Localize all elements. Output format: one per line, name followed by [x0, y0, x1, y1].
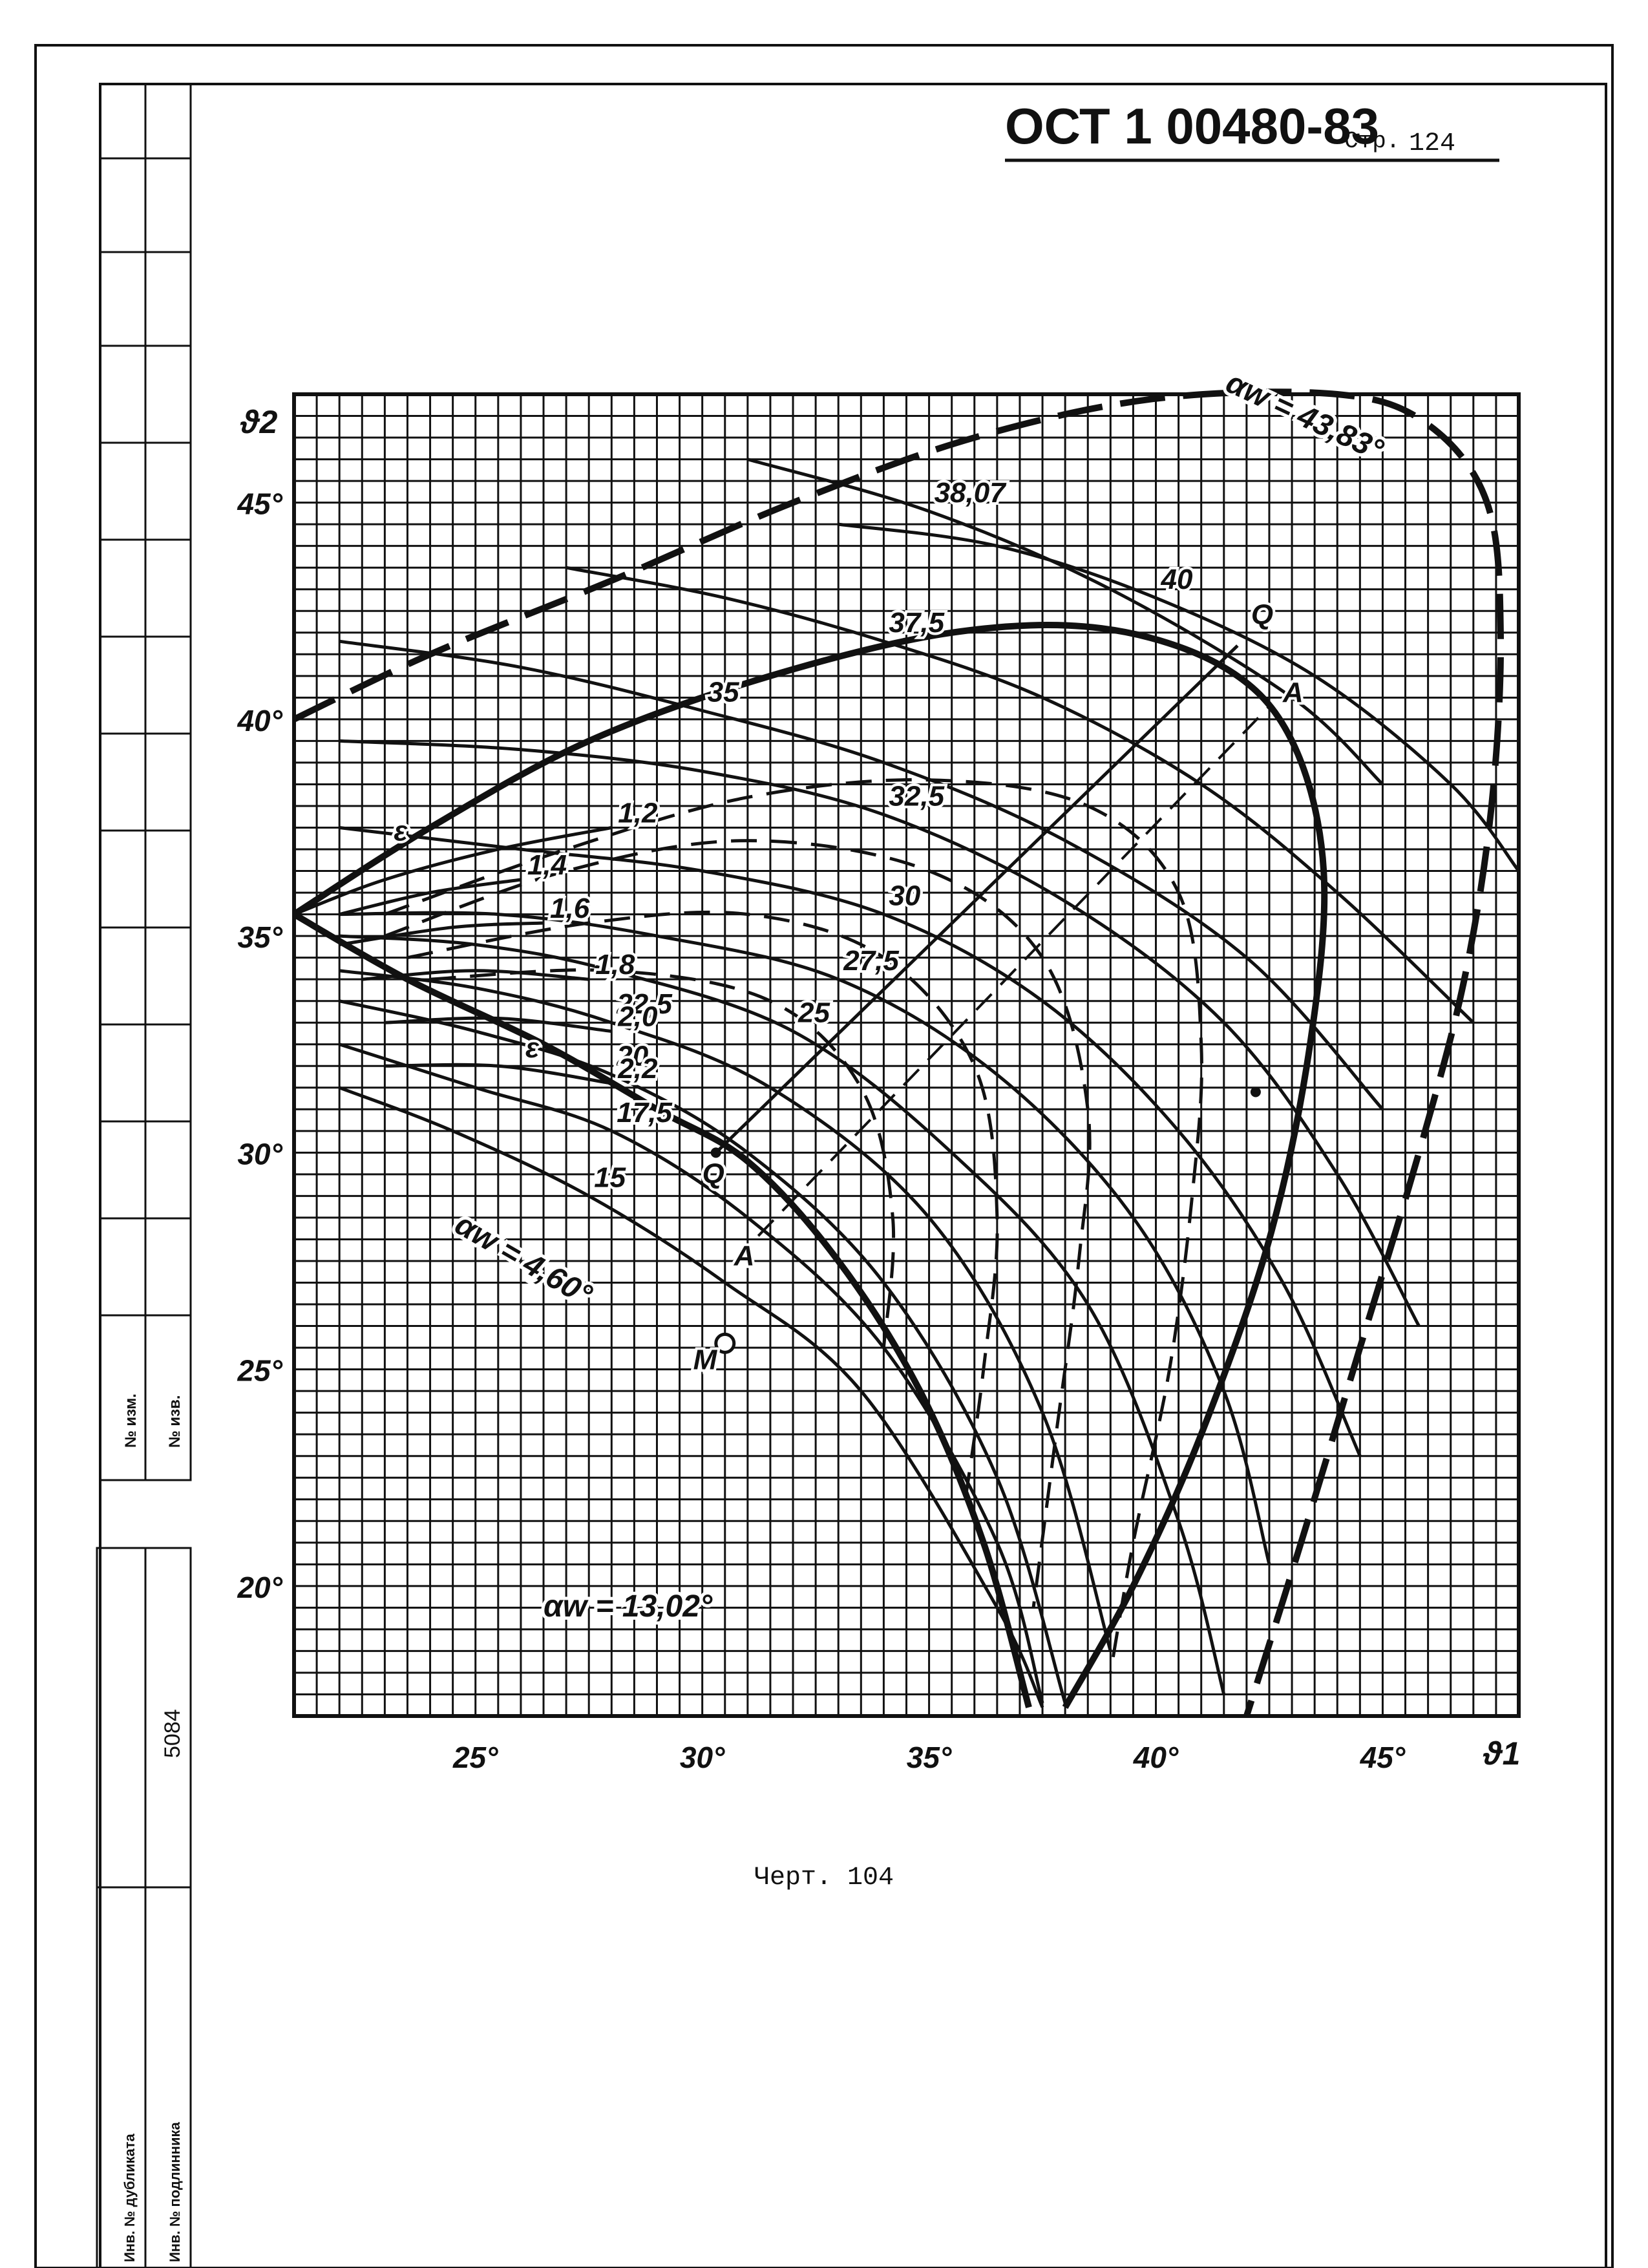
alpha-w-line-label: 27,5 [843, 945, 899, 977]
construction-line [733, 705, 1271, 1262]
dashed-curve [430, 968, 896, 1348]
point-annotation: A [734, 1240, 755, 1272]
page-number: 124 [1409, 129, 1455, 158]
y-tick-label: 25° [237, 1354, 282, 1388]
epsilon-line [293, 826, 612, 916]
point-marker [714, 1332, 736, 1354]
page-prefix: Стр. [1344, 128, 1400, 154]
epsilon-line-label: 1,6 [550, 893, 590, 924]
alpha-w-line [339, 911, 1271, 1565]
alpha-w-line [339, 969, 1112, 1652]
alpha-w-line [838, 522, 1520, 873]
epsilon-line [385, 1063, 612, 1085]
epsilon-line-label: 2,2 [617, 1053, 658, 1085]
alpha-w-line-label: 30 [889, 880, 920, 912]
x-tick-label: 45° [1360, 1741, 1406, 1774]
left-stamp-strip [96, 83, 192, 2268]
alpha-w-line-label: 15 [594, 1161, 626, 1193]
y-tick-label: 35° [237, 920, 282, 954]
chart: 25° 30° 35° 40° 45° 20° 25° 30° 35° 40° 45° 15 17,5 2… [237, 362, 1521, 1774]
figure-caption: Черт. 104 [754, 1863, 894, 1892]
alpha-w-line [339, 934, 1226, 1695]
stamp-change-no: № изм. [122, 1394, 140, 1448]
epsilon-line-label: 2,0 [617, 1001, 658, 1033]
point-annotation: ε [525, 1032, 540, 1064]
epsilon-line [385, 1016, 612, 1033]
y-axis-label: ϑ2 [240, 404, 278, 440]
outer-frame [34, 44, 1614, 2268]
chart-grid [292, 392, 1521, 1718]
alpha-w-line-label: 35 [708, 676, 739, 708]
stamp-original-inv: Инв. № подлинника [167, 2122, 183, 2262]
chart-curves [292, 388, 1520, 1717]
epsilon-line-label: 1,2 [618, 797, 658, 829]
dashed-curve [384, 839, 1092, 1608]
chart-marks [710, 1086, 1261, 1354]
alpha-w-boundary [292, 911, 1032, 1708]
alpha-w-line-label: 17,5 [617, 1097, 672, 1129]
stamp-inv-number: 5084 [160, 1709, 185, 1758]
inner-frame [99, 83, 1607, 2268]
alpha-w-line-label: 37,5 [889, 607, 944, 639]
alpha-w-line-label: 38,07 [935, 477, 1008, 509]
point-annotation: ε [394, 816, 408, 847]
epsilon-line [362, 969, 589, 981]
alpha-w-line-label: 40 [1161, 564, 1193, 595]
alpha-w-line [339, 639, 1384, 1110]
alpha-w-line [747, 458, 1384, 786]
x-tick-label: 35° [907, 1741, 952, 1774]
point-annotation: Q [703, 1158, 724, 1189]
alpha-w-line-label: 25 [798, 997, 830, 1029]
alpha-w-line [339, 826, 1362, 1457]
x-tick-label: 30° [680, 1741, 725, 1774]
x-axis-label: ϑ1 [1483, 1735, 1520, 1772]
alpha-w-boundary-label: αw = 4,60° [449, 1207, 598, 1313]
y-tick-label: 30° [237, 1137, 282, 1171]
alpha-w-boundary-label: αw = 13,02° [544, 1589, 713, 1624]
y-tick-label: 20° [237, 1571, 282, 1604]
point-marker [1250, 1086, 1261, 1097]
alpha-w-boundary [292, 622, 1328, 1710]
plot-border [292, 392, 1521, 1718]
construction-line [714, 644, 1239, 1154]
alpha-w-line-label: 32,5 [889, 780, 944, 812]
y-tick-label: 45° [237, 487, 282, 521]
alpha-w-line-label: 20 [616, 1041, 648, 1072]
stamp-notice-no: № изв. [166, 1395, 184, 1448]
epsilon-line-label: 1,8 [595, 949, 635, 980]
epsilon-line-label: 1,4 [527, 849, 567, 881]
alpha-w-line [339, 739, 1421, 1327]
point-annotation: Q [1251, 599, 1273, 630]
standard-code: ОСТ 1 00480-83 [1005, 98, 1379, 154]
stamp-duplicate-inv: Инв. № дубликата [121, 2133, 138, 2262]
chart-labels: 25° 30° 35° 40° 45° 20° 25° 30° 35° 40° 45° 15 17,5 2… [237, 362, 1406, 1774]
x-tick-label: 40° [1133, 1741, 1179, 1774]
x-tick-label: 25° [452, 1741, 498, 1774]
alpha-w-line [339, 1043, 1044, 1704]
point-annotation: A [1282, 677, 1304, 708]
epsilon-line [339, 878, 522, 917]
alpha-w-line-label: 22,5 [616, 988, 672, 1020]
alpha-w-line [339, 999, 1067, 1704]
alpha-w-line [339, 1086, 1044, 1708]
dashed-curve [384, 778, 1203, 1673]
alpha-w-line [565, 566, 1475, 1024]
point-annotation: M [693, 1344, 718, 1376]
epsilon-line [339, 921, 544, 946]
y-tick-label: 40° [237, 704, 282, 737]
point-marker [710, 1147, 721, 1158]
